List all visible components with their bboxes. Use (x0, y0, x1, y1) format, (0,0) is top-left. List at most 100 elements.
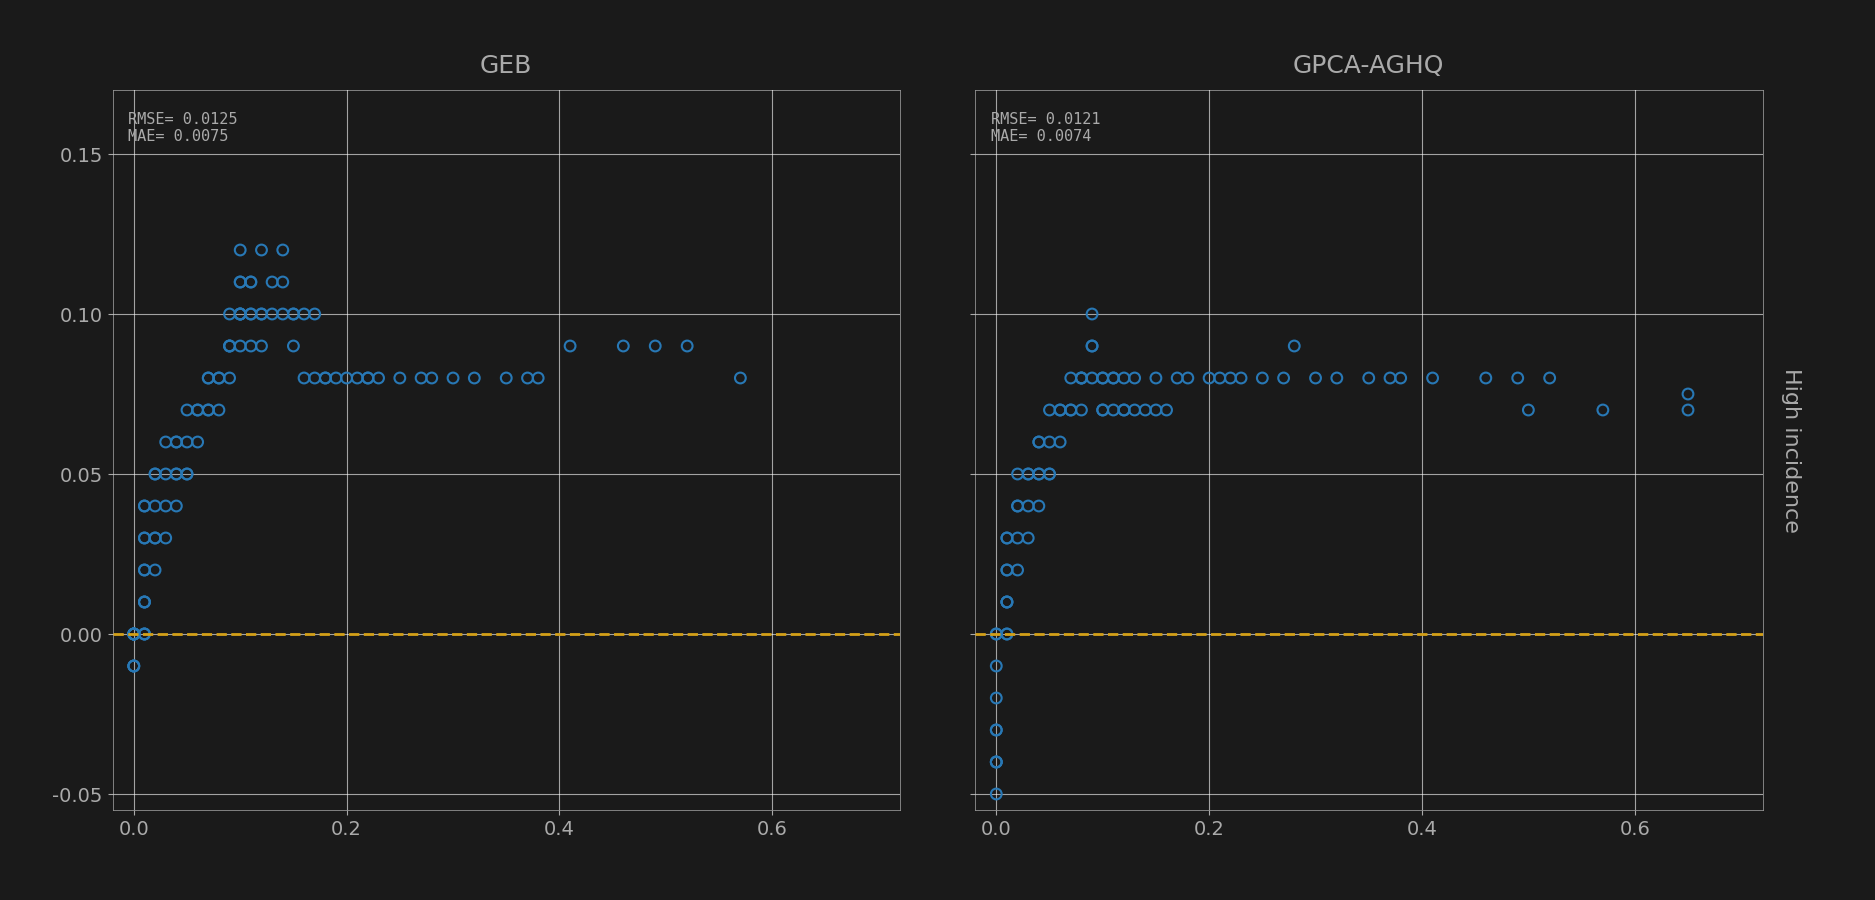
Point (214, 338, 244, 353)
Point (193, 403, 223, 418)
Point (352, 371, 382, 385)
Point (992, 595, 1022, 609)
Point (981, 723, 1011, 737)
Point (1067, 371, 1097, 385)
Point (225, 274, 255, 289)
Point (225, 307, 255, 321)
Point (1076, 371, 1106, 385)
Point (1035, 467, 1065, 482)
Title: GEB: GEB (480, 54, 532, 78)
Point (129, 626, 159, 641)
Point (1247, 371, 1277, 385)
Point (1672, 387, 1702, 401)
Point (639, 338, 669, 353)
Point (1056, 403, 1086, 418)
Point (214, 371, 244, 385)
Point (172, 467, 202, 482)
Point (141, 467, 171, 482)
Point (1013, 531, 1043, 545)
Point (1024, 467, 1054, 482)
Point (1088, 371, 1118, 385)
Point (118, 626, 148, 641)
Point (1088, 403, 1118, 418)
Point (225, 274, 255, 289)
Point (1035, 435, 1065, 449)
Point (161, 435, 191, 449)
Point (193, 403, 223, 418)
Point (161, 499, 191, 513)
Point (236, 307, 266, 321)
Point (278, 338, 308, 353)
Point (981, 755, 1011, 770)
Point (1099, 371, 1129, 385)
Point (1374, 371, 1404, 385)
Point (1151, 403, 1181, 418)
Point (608, 338, 638, 353)
Text: High incidence: High incidence (1781, 367, 1800, 533)
Point (257, 307, 287, 321)
Point (129, 595, 159, 609)
Point (193, 371, 223, 385)
Point (172, 467, 202, 482)
Point (1513, 403, 1543, 418)
Point (992, 626, 1022, 641)
Point (1386, 371, 1416, 385)
Point (141, 499, 171, 513)
Point (129, 531, 159, 545)
Point (172, 435, 202, 449)
Point (141, 562, 171, 577)
Point (246, 307, 276, 321)
Point (1024, 435, 1054, 449)
Point (1003, 531, 1033, 545)
Point (161, 467, 191, 482)
Point (141, 531, 171, 545)
Point (129, 562, 159, 577)
Point (236, 307, 266, 321)
Point (1035, 467, 1065, 482)
Point (384, 371, 414, 385)
Point (1099, 403, 1129, 418)
Point (981, 755, 1011, 770)
Point (1108, 403, 1138, 418)
Point (1108, 371, 1138, 385)
Point (981, 626, 1011, 641)
Point (204, 371, 234, 385)
Point (1024, 499, 1054, 513)
Point (992, 531, 1022, 545)
Point (118, 626, 148, 641)
Point (129, 531, 159, 545)
Point (1088, 371, 1118, 385)
Point (1003, 499, 1033, 513)
Point (407, 371, 437, 385)
Point (129, 499, 159, 513)
Point (1119, 371, 1149, 385)
Point (1035, 403, 1065, 418)
Point (150, 531, 180, 545)
Point (459, 371, 489, 385)
Point (150, 499, 180, 513)
Point (129, 626, 159, 641)
Point (118, 659, 148, 673)
Point (118, 626, 148, 641)
Point (1301, 371, 1331, 385)
Point (214, 338, 244, 353)
Point (1194, 371, 1224, 385)
Point (1140, 403, 1170, 418)
Point (236, 274, 266, 289)
Point (992, 531, 1022, 545)
Point (278, 307, 308, 321)
Point (981, 755, 1011, 770)
Point (225, 243, 255, 257)
Point (1140, 371, 1170, 385)
Point (118, 626, 148, 641)
Point (1003, 562, 1033, 577)
Point (1067, 371, 1097, 385)
Point (118, 626, 148, 641)
Point (129, 595, 159, 609)
Point (1003, 499, 1033, 513)
Point (1131, 403, 1161, 418)
Point (172, 403, 202, 418)
Point (311, 371, 341, 385)
Point (523, 371, 553, 385)
Point (1076, 338, 1106, 353)
